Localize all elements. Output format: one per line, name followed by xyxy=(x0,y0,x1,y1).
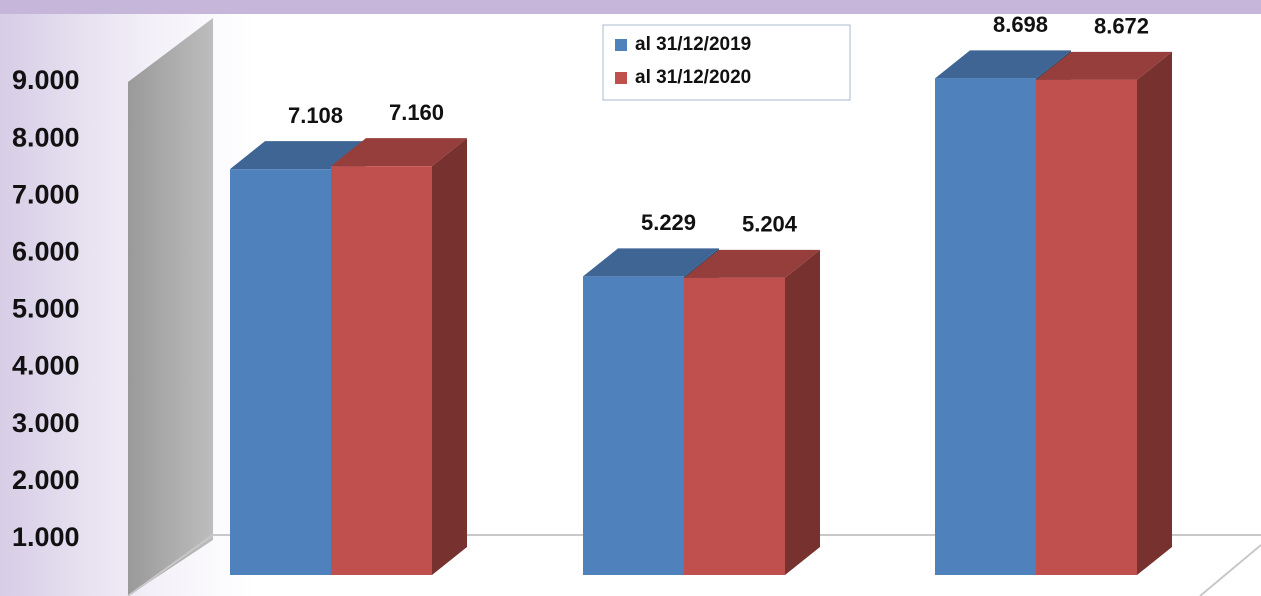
y-tick-label: 6.000 xyxy=(12,237,80,267)
bar xyxy=(230,169,331,576)
value-label: 5.204 xyxy=(742,212,798,237)
bar xyxy=(583,276,684,575)
legend-swatch xyxy=(615,72,627,84)
y-tick-label: 5.000 xyxy=(12,294,80,324)
value-label: 7.108 xyxy=(288,103,343,128)
value-label: 8.672 xyxy=(1094,14,1149,39)
value-label: 7.160 xyxy=(389,100,444,125)
top-band xyxy=(0,0,1261,14)
value-label: 8.698 xyxy=(993,12,1048,37)
bar-side xyxy=(785,249,820,575)
bar-top xyxy=(684,249,820,278)
y-tick-label: 9.000 xyxy=(12,65,80,95)
y-tick-label: 2.000 xyxy=(12,465,80,495)
legend-label: al 31/12/2019 xyxy=(635,34,751,55)
legend xyxy=(602,24,851,101)
legend-swatch xyxy=(615,39,627,51)
y-tick-label: 7.000 xyxy=(12,179,80,209)
y-tick-label: 3.000 xyxy=(12,408,80,438)
y-tick-label: 4.000 xyxy=(12,351,80,381)
side-wall xyxy=(128,18,213,596)
bar-side xyxy=(1137,51,1172,576)
legend-label: al 31/12/2020 xyxy=(635,67,751,88)
bar-top xyxy=(1036,51,1172,80)
floor-edge xyxy=(1199,544,1261,596)
bar-top xyxy=(230,141,366,170)
bar xyxy=(684,277,785,575)
bar-top xyxy=(331,138,467,167)
bar xyxy=(935,78,1036,575)
bar-top xyxy=(935,50,1071,79)
bar-top xyxy=(583,248,719,277)
bar-side xyxy=(432,138,467,575)
value-label: 5.229 xyxy=(641,210,696,235)
bar xyxy=(1036,79,1137,575)
y-tick-label: 8.000 xyxy=(12,122,80,152)
y-tick-label: 1.000 xyxy=(12,522,80,552)
bar xyxy=(331,166,432,575)
floor-edge xyxy=(127,534,1261,596)
